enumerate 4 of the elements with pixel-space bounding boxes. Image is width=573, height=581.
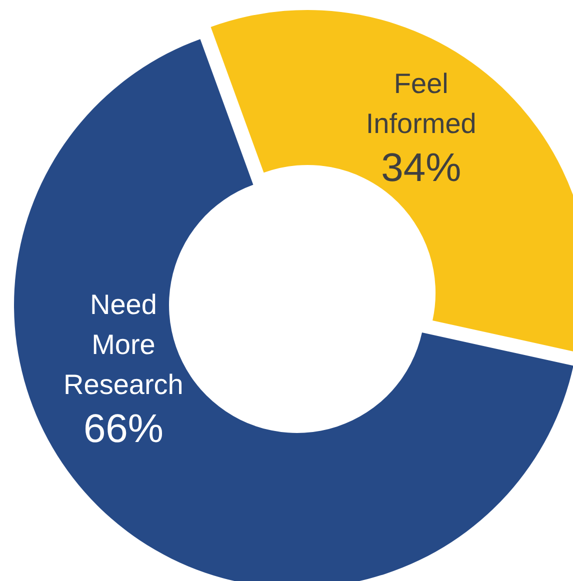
slice-label: Need More Research — [64, 289, 184, 400]
data-label: 66% — [83, 407, 164, 452]
data-label: 34% — [381, 146, 462, 190]
slice-label: Feel Informed — [366, 68, 476, 140]
